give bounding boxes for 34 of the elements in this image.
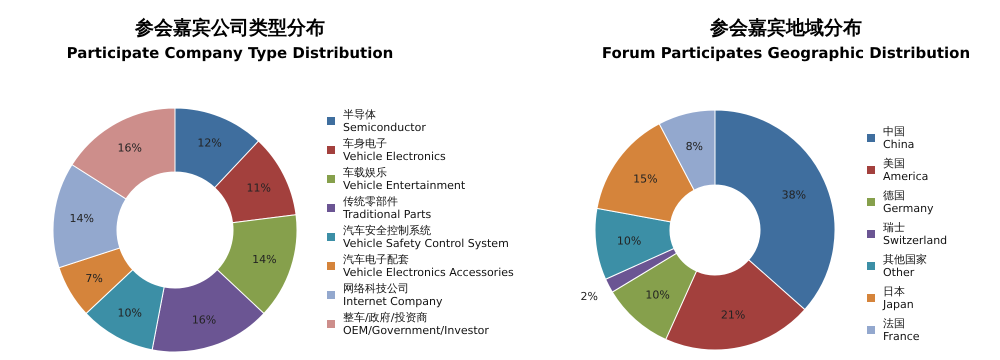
legend-label: 汽车电子配套 Vehicle Electronics Accessories xyxy=(343,253,514,279)
data-label: 16% xyxy=(117,142,142,155)
legend-label: 汽车安全控制系统 Vehicle Safety Control System xyxy=(343,224,509,250)
chart-title: 参会嘉宾地域分布 xyxy=(709,17,862,39)
data-label: 15% xyxy=(633,172,658,186)
legend-label: 整车/政府/投资商 OEM/Government/Investor xyxy=(343,311,490,337)
data-label: 38% xyxy=(782,188,806,202)
data-label: 14% xyxy=(252,253,277,266)
legend-label: 瑞士 Switzerland xyxy=(883,221,948,247)
data-label: 2% xyxy=(580,290,598,303)
data-label: 11% xyxy=(246,181,271,194)
chart-title: 参会嘉宾公司类型分布 xyxy=(134,17,325,39)
legend-label: 中国 China xyxy=(883,125,914,151)
legend-label: 网络科技公司 Internet Company xyxy=(343,282,443,308)
data-label: 10% xyxy=(117,306,142,320)
legend-label: 其他国家 Other xyxy=(883,253,927,279)
legend-label: 传统零部件 Traditional Parts xyxy=(342,195,432,221)
data-label: 14% xyxy=(70,212,94,226)
legend-label: 德国 Germany xyxy=(883,189,934,215)
legend-label: 法国 France xyxy=(883,317,920,343)
data-label: 7% xyxy=(85,272,103,285)
data-label: 12% xyxy=(197,136,222,150)
chart-subtitle: Forum Participates Geographic Distribution xyxy=(602,44,970,62)
legend-label: 车载娱乐 Vehicle Entertainment xyxy=(343,166,466,192)
data-label: 10% xyxy=(645,288,670,302)
legend-label: 车身电子 Vehicle Electronics xyxy=(343,137,446,163)
legend-label: 半导体 Semiconductor xyxy=(343,108,426,134)
legend-label: 美国 America xyxy=(883,157,928,183)
data-label: 16% xyxy=(192,313,216,326)
legend-label: 日本 Japan xyxy=(882,285,914,311)
data-label: 10% xyxy=(616,234,642,248)
data-label: 8% xyxy=(686,140,704,154)
data-label: 21% xyxy=(720,308,746,322)
chart-subtitle: Participate Company Type Distribution xyxy=(66,44,394,62)
